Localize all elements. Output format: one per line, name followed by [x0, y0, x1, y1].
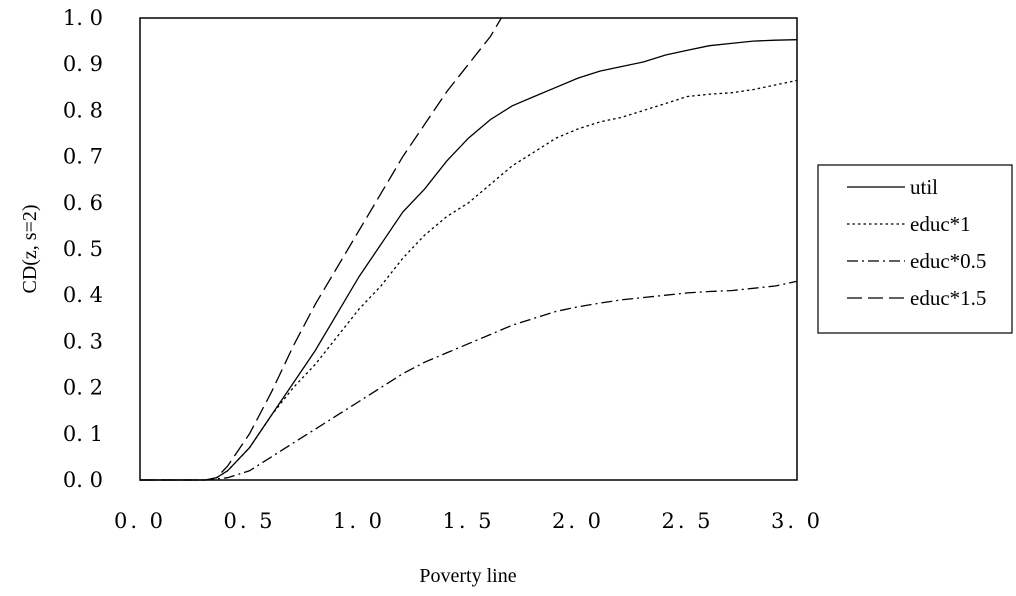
legend: util educ*1 educ*0.5 educ*1.5 — [817, 164, 1013, 334]
legend-box — [817, 164, 1013, 334]
x-tick-label: 3. 0 — [771, 509, 823, 533]
x-axis-ticks: 0. 0 0. 5 1. 0 1. 5 2. 0 2. 5 3. 0 — [114, 509, 823, 533]
y-tick-label: 0. 3 — [63, 329, 103, 353]
x-tick-label: 2. 0 — [552, 509, 604, 533]
plot-frame — [139, 17, 798, 481]
series-line-4 — [140, 17, 502, 481]
y-tick-label: 0. 5 — [63, 237, 103, 261]
y-axis-ticks: 0. 0 0. 1 0. 2 0. 3 0. 4 0. 5 0. 6 0. 7 0. 8 0. 9… — [63, 6, 103, 492]
legend-items: util educ*1 educ*0.5 educ*1.5 — [847, 175, 986, 310]
y-tick-label: 0. 9 — [63, 52, 103, 76]
series-lines — [140, 17, 798, 481]
y-tick-label: 0. 1 — [63, 422, 103, 446]
x-tick-label: 1. 0 — [333, 509, 385, 533]
x-tick-label: 0. 0 — [114, 509, 166, 533]
y-tick-label: 0. 4 — [63, 283, 103, 307]
legend-label: util — [910, 175, 938, 199]
series-line-1 — [140, 39, 798, 481]
x-tick-label: 1. 5 — [442, 509, 494, 533]
legend-label: educ*1 — [910, 212, 971, 236]
legend-label: educ*0.5 — [910, 249, 986, 273]
y-tick-label: 1. 0 — [63, 6, 103, 30]
series-line-3 — [140, 280, 798, 481]
x-tick-label: 0. 5 — [223, 509, 275, 533]
x-axis-title: Poverty line — [419, 565, 516, 587]
y-tick-label: 0. 0 — [63, 468, 103, 492]
y-tick-label: 0. 2 — [63, 376, 103, 400]
legend-label: educ*1.5 — [910, 286, 986, 310]
y-tick-label: 0. 7 — [63, 145, 103, 169]
y-axis-title: CD(z, s=2) — [19, 204, 41, 293]
series-line-2 — [140, 79, 798, 481]
y-tick-label: 0. 6 — [63, 191, 103, 215]
y-tick-label: 0. 8 — [63, 98, 103, 122]
x-tick-label: 2. 5 — [661, 509, 713, 533]
